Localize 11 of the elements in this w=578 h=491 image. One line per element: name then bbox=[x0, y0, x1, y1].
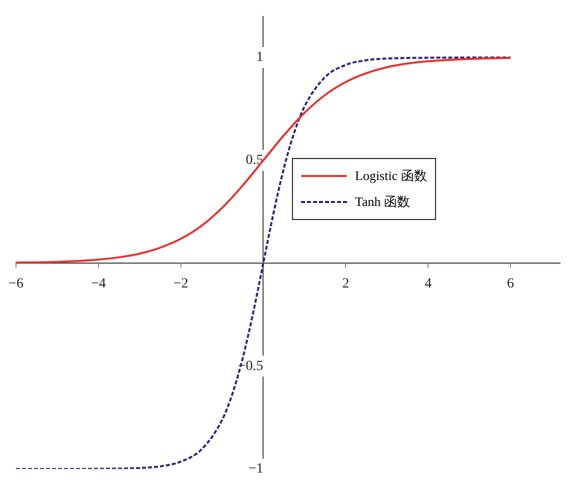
x-tick-label: −4 bbox=[90, 276, 106, 292]
x-tick-label: 4 bbox=[424, 276, 432, 292]
y-tick-label: 1 bbox=[256, 50, 264, 66]
legend-label: Logistic 函数 bbox=[355, 167, 427, 185]
x-tick-label: 2 bbox=[342, 276, 350, 292]
y-tick-label: −1 bbox=[248, 462, 264, 477]
legend-label: Tanh 函数 bbox=[355, 193, 410, 211]
y-tick-label: −0.5 bbox=[238, 358, 264, 374]
x-tick-label: −2 bbox=[173, 276, 188, 292]
x-tick-label: −6 bbox=[8, 276, 24, 292]
x-tick-label: 6 bbox=[507, 276, 514, 292]
